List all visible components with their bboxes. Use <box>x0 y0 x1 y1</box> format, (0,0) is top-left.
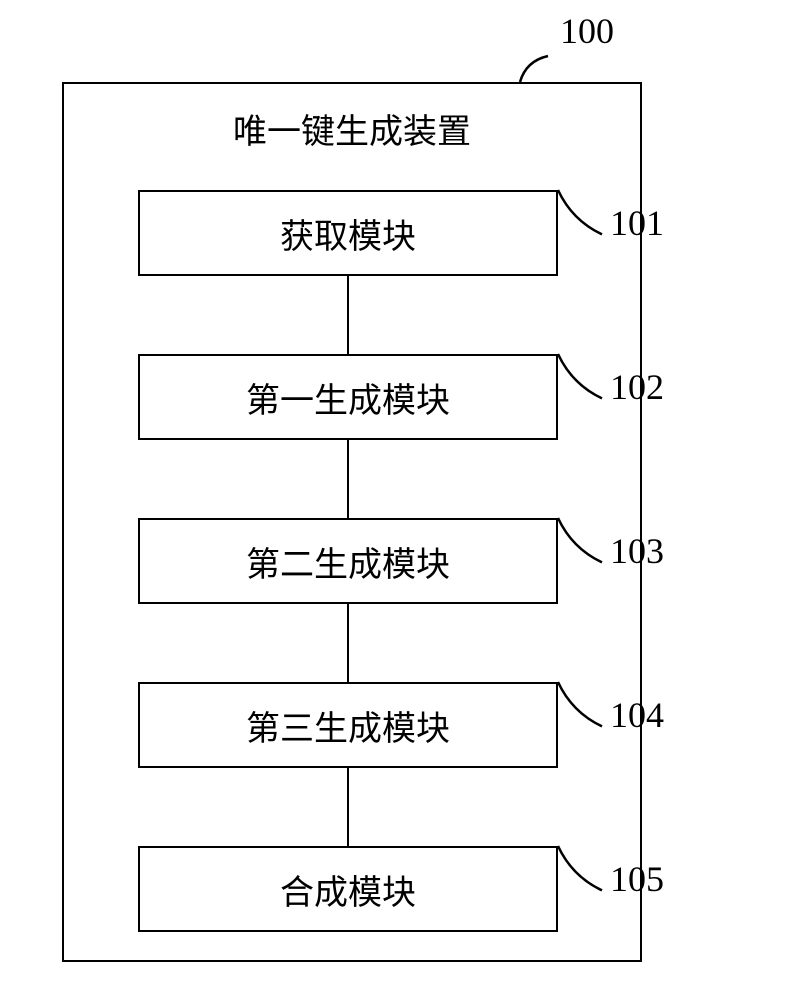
module-box: 第三生成模块 <box>138 682 558 768</box>
module-ref-label: 104 <box>610 694 664 736</box>
module-label: 获取模块 <box>280 209 416 258</box>
module-label: 合成模块 <box>280 865 416 914</box>
outer-ref-leader <box>510 46 610 146</box>
module-ref-label: 101 <box>610 202 664 244</box>
module-ref-leader <box>548 836 612 900</box>
module-ref-leader <box>548 508 612 572</box>
connector-line <box>347 276 349 354</box>
module-box: 获取模块 <box>138 190 558 276</box>
module-label: 第一生成模块 <box>246 373 450 422</box>
module-ref-leader <box>548 344 612 408</box>
connector-line <box>347 604 349 682</box>
diagram-canvas: 唯一键生成装置 100 获取模块101第一生成模块102第二生成模块103第三生… <box>0 0 798 1000</box>
module-ref-leader <box>548 672 612 736</box>
connector-line <box>347 440 349 518</box>
module-box: 第二生成模块 <box>138 518 558 604</box>
module-box: 第一生成模块 <box>138 354 558 440</box>
module-ref-label: 103 <box>610 530 664 572</box>
module-label: 第二生成模块 <box>246 537 450 586</box>
module-box: 合成模块 <box>138 846 558 932</box>
module-label: 第三生成模块 <box>246 701 450 750</box>
module-ref-label: 102 <box>610 366 664 408</box>
module-ref-label: 105 <box>610 858 664 900</box>
module-ref-leader <box>548 180 612 244</box>
connector-line <box>347 768 349 846</box>
